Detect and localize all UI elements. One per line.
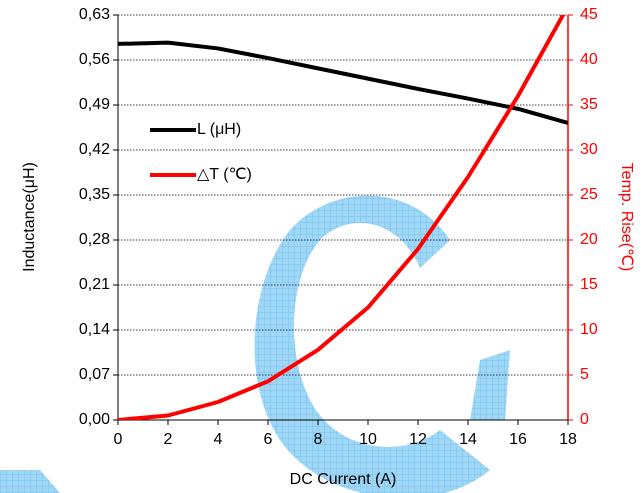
x-tick-label: 6 xyxy=(264,431,273,448)
x-tick-label: 0 xyxy=(114,431,123,448)
y2-tick-label: 35 xyxy=(580,96,598,113)
x-tick-label: 2 xyxy=(164,431,173,448)
series-line xyxy=(118,40,568,125)
y-tick-label: 0,49 xyxy=(79,96,110,113)
y2-tick-label: 40 xyxy=(580,51,598,68)
x-tick-label: 10 xyxy=(359,431,377,448)
x-tick-label: 12 xyxy=(409,431,427,448)
y-tick-label: 0,14 xyxy=(79,321,110,338)
y2-tick-label: 15 xyxy=(580,276,598,293)
legend-label: L (μH) xyxy=(197,121,241,138)
x-tick-label: 14 xyxy=(459,431,477,448)
y2-tick-label: 10 xyxy=(580,321,598,338)
y-tick-label: 0,35 xyxy=(79,186,110,203)
y-tick-label: 0,56 xyxy=(79,51,110,68)
x-tick-label: 4 xyxy=(214,431,223,448)
y2-tick-label: 30 xyxy=(580,141,598,158)
legend-label: △T (℃) xyxy=(197,166,252,183)
y-tick-label: 0,00 xyxy=(79,411,110,428)
y2-axis-label: Temp. Rise(℃) xyxy=(618,163,635,272)
series-line xyxy=(118,15,566,420)
y2-tick-label: 25 xyxy=(580,186,598,203)
watermark xyxy=(0,195,510,493)
x-axis-label: DC Current (A) xyxy=(290,471,397,488)
x-tick-label: 16 xyxy=(509,431,527,448)
x-tick-label: 18 xyxy=(559,431,577,448)
y2-tick-label: 20 xyxy=(580,231,598,248)
x-tick-label: 8 xyxy=(314,431,323,448)
y-tick-label: 0,21 xyxy=(79,276,110,293)
y-tick-label: 0,42 xyxy=(79,141,110,158)
y-axis-label: Inductance(μH) xyxy=(21,162,38,272)
y-tick-label: 0,63 xyxy=(79,6,110,23)
y2-tick-label: 45 xyxy=(580,6,598,23)
y2-tick-label: 0 xyxy=(580,411,589,428)
y-tick-label: 0,07 xyxy=(79,366,110,383)
y2-tick-label: 5 xyxy=(580,366,589,383)
y-tick-label: 0,28 xyxy=(79,231,110,248)
